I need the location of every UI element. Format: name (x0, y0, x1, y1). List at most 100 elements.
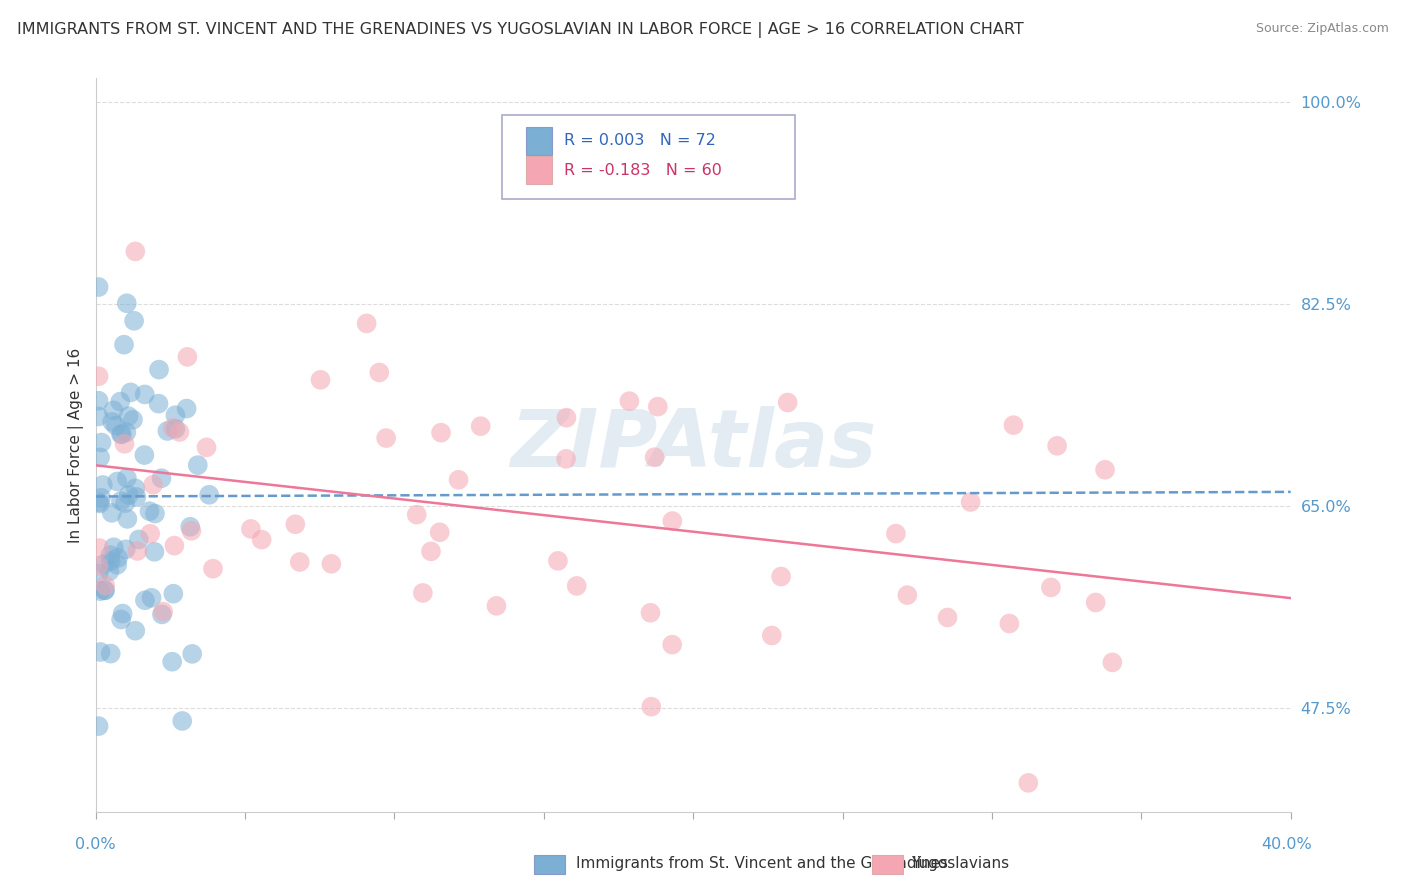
Point (187, 458, 209, 472)
Point (110, 427, 132, 442)
Point (152, 605, 174, 619)
Point (429, 525, 451, 540)
Point (139, 526, 162, 541)
Point (89, 450, 111, 465)
Point (89, 645, 111, 659)
Point (108, 394, 131, 409)
Point (644, 450, 666, 465)
Point (485, 599, 508, 613)
Point (103, 403, 125, 417)
Point (160, 655, 183, 669)
Point (143, 545, 166, 559)
Text: Immigrants from St. Vincent and the Grenadines: Immigrants from St. Vincent and the Gren… (576, 856, 949, 871)
Point (288, 555, 311, 569)
Point (368, 366, 391, 380)
Point (89, 541, 111, 555)
Point (107, 550, 129, 565)
Point (761, 628, 783, 642)
Point (93, 557, 115, 571)
Point (105, 558, 128, 572)
Point (125, 490, 148, 504)
Point (115, 471, 138, 485)
Point (1039, 581, 1062, 595)
Point (884, 526, 907, 541)
Point (321, 557, 343, 571)
Point (201, 562, 224, 576)
Point (111, 427, 134, 442)
Point (959, 495, 981, 509)
Point (87, 495, 110, 509)
Point (356, 317, 378, 331)
Point (111, 607, 134, 621)
Point (87, 558, 110, 573)
Point (124, 624, 146, 638)
Point (430, 425, 453, 440)
Point (103, 541, 125, 555)
Point (555, 410, 578, 425)
Point (165, 422, 187, 436)
Point (134, 387, 156, 401)
Point (142, 477, 165, 491)
Point (93, 583, 115, 598)
Text: R = 0.003   N = 72: R = 0.003 N = 72 (564, 133, 716, 148)
Point (117, 409, 139, 424)
Point (640, 699, 662, 714)
Point (998, 616, 1021, 631)
Point (124, 244, 146, 259)
Point (375, 431, 398, 445)
Point (640, 606, 662, 620)
Point (1046, 439, 1069, 453)
Point (1101, 656, 1123, 670)
Point (101, 506, 124, 520)
Point (547, 554, 569, 568)
Point (169, 425, 191, 439)
Point (896, 588, 918, 602)
Text: 40.0%: 40.0% (1261, 837, 1312, 852)
Point (470, 419, 492, 434)
Point (239, 522, 262, 536)
Point (250, 533, 273, 547)
Point (98, 564, 121, 578)
Y-axis label: In Labor Force | Age > 16: In Labor Force | Age > 16 (69, 348, 84, 542)
Point (1094, 463, 1116, 477)
Point (115, 425, 138, 440)
Point (87, 409, 110, 424)
Point (195, 441, 218, 455)
Point (94, 578, 117, 592)
Text: 0.0%: 0.0% (76, 837, 115, 852)
Point (447, 473, 470, 487)
Point (114, 437, 136, 451)
Point (776, 395, 799, 409)
Bar (526, 156, 553, 184)
Point (176, 401, 198, 416)
Point (420, 544, 443, 558)
Point (284, 517, 307, 532)
Point (162, 421, 184, 435)
Point (112, 337, 135, 351)
Point (1017, 776, 1039, 790)
Point (110, 613, 132, 627)
Point (104, 418, 127, 433)
Point (87, 566, 110, 581)
Point (114, 496, 136, 510)
Point (114, 542, 136, 557)
Bar (526, 127, 553, 154)
Point (156, 424, 179, 438)
Text: ZIPAtlas: ZIPAtlas (510, 406, 876, 484)
Text: IMMIGRANTS FROM ST. VINCENT AND THE GRENADINES VS YUGOSLAVIAN IN LABOR FORCE | A: IMMIGRANTS FROM ST. VINCENT AND THE GREN… (17, 22, 1024, 38)
Point (198, 488, 221, 502)
Point (115, 296, 138, 310)
Point (124, 481, 146, 495)
Point (122, 413, 145, 427)
Point (141, 591, 163, 605)
Point (117, 488, 139, 502)
Point (100, 554, 122, 568)
Point (101, 415, 124, 429)
Point (110, 494, 132, 508)
Point (309, 373, 332, 387)
Point (770, 569, 793, 583)
Point (181, 647, 204, 661)
Point (412, 586, 434, 600)
Point (87, 393, 110, 408)
Point (117, 512, 139, 526)
